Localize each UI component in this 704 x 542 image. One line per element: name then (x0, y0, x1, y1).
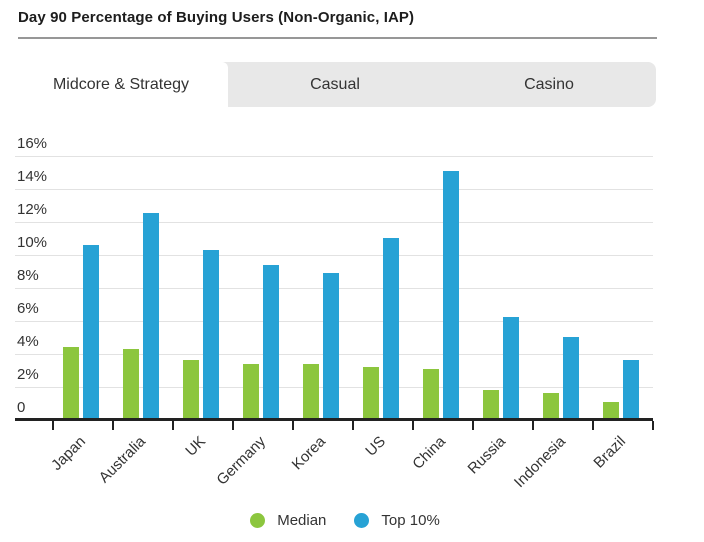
x-axis-tick (51, 421, 54, 430)
gridline-14 (15, 188, 653, 190)
bar-top10-japan (83, 244, 99, 418)
bar-chart-plot-area: 16% 14% 12% 10% 8% 6% 4% 2% 0 Japan Australia UK Ger… (0, 130, 704, 510)
bar-median-korea (303, 363, 319, 418)
bar-top10-indonesia (563, 337, 579, 418)
bar-median-australia (123, 348, 139, 418)
tab-label: Midcore & Strategy (52, 75, 190, 93)
y-axis-label-12: 12% (17, 200, 48, 218)
y-axis-label-8: 8% (17, 266, 39, 284)
tab-casino[interactable]: Casino (442, 62, 656, 107)
bar-top10-germany (263, 264, 279, 418)
median-legend-dot-icon (250, 512, 266, 528)
gridline-12 (15, 221, 653, 223)
bar-median-germany (243, 363, 259, 418)
gridline-10 (15, 254, 653, 256)
chart-title: Day 90 Percentage of Buying Users (Non-O… (18, 9, 415, 26)
category-tabs: Midcore & Strategy Casual Casino (14, 62, 656, 116)
gridline-16 (15, 155, 653, 157)
x-axis-tick (111, 421, 114, 430)
tab-midcore-strategy[interactable]: Midcore & Strategy (14, 62, 228, 116)
y-axis-label-6: 6% (17, 299, 39, 317)
x-axis-tick (411, 421, 414, 430)
x-axis-line (15, 418, 653, 421)
top10-legend-dot-icon (354, 512, 370, 528)
x-axis-tick (591, 421, 594, 430)
chart-legend: Median Top 10% (0, 506, 690, 534)
x-axis-tick (651, 421, 654, 430)
bar-median-russia (483, 389, 499, 418)
bar-median-indonesia (543, 393, 559, 418)
bar-median-japan (63, 347, 79, 418)
tab-label: Casual (310, 75, 360, 93)
bar-median-uk (183, 360, 199, 418)
bar-top10-korea (323, 272, 339, 418)
bar-median-us (363, 366, 379, 418)
x-axis-tick (351, 421, 354, 430)
x-axis-tick (531, 421, 534, 430)
x-axis-tick (171, 421, 174, 430)
legend-label: Top 10% (381, 511, 440, 529)
title-divider (18, 37, 657, 39)
x-axis-tick (471, 421, 474, 430)
legend-item-median[interactable]: Median (250, 512, 326, 529)
bar-top10-australia (143, 213, 159, 418)
bar-top10-russia (503, 317, 519, 418)
bar-top10-china (443, 170, 459, 418)
y-axis-label-10: 10% (17, 233, 48, 251)
bar-median-china (423, 368, 439, 418)
bar-top10-brazil (623, 360, 639, 418)
y-axis-label-4: 4% (17, 332, 39, 350)
tab-label: Casino (524, 75, 574, 93)
y-axis-label-0: 0 (17, 398, 26, 416)
x-axis-tick (231, 421, 234, 430)
legend-item-top10[interactable]: Top 10% (354, 511, 440, 529)
bar-top10-uk (203, 249, 219, 418)
bar-top10-us (383, 238, 399, 418)
bar-median-brazil (603, 401, 619, 418)
y-axis-label-14: 14% (17, 167, 48, 185)
x-axis-tick (291, 421, 294, 430)
tab-casual[interactable]: Casual (228, 62, 442, 107)
y-axis-label-2: 2% (17, 365, 39, 383)
legend-label: Median (277, 511, 327, 529)
y-axis-label-16: 16% (17, 134, 48, 152)
